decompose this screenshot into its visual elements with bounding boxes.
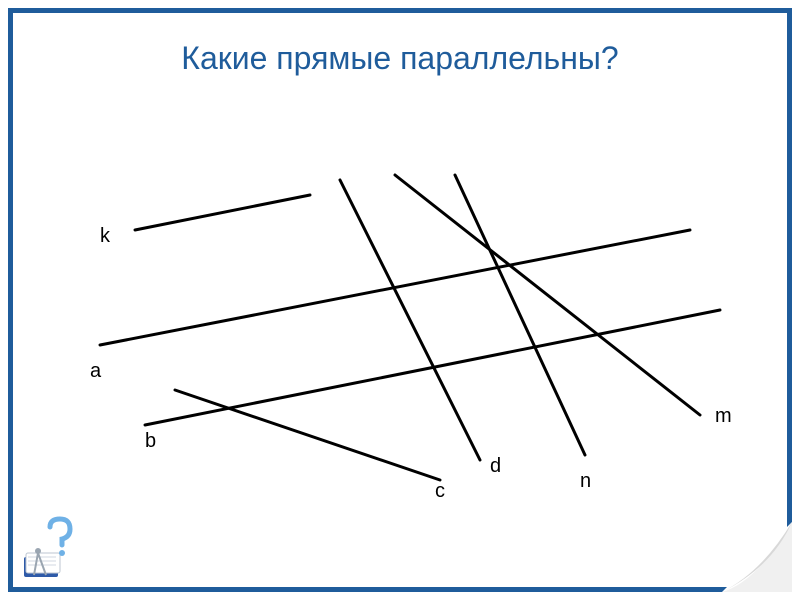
line-d xyxy=(340,180,480,460)
line-c xyxy=(175,390,440,480)
line-n xyxy=(455,175,585,455)
label-c: c xyxy=(435,480,445,503)
label-a: a xyxy=(90,360,101,383)
page-curl-icon xyxy=(722,522,792,592)
lines-diagram xyxy=(0,0,800,600)
question-compass-icon xyxy=(20,515,75,580)
line-k xyxy=(135,195,310,230)
label-k: k xyxy=(100,225,110,248)
label-m: m xyxy=(715,405,732,428)
label-d: d xyxy=(490,455,501,478)
label-b: b xyxy=(145,430,156,453)
label-n: n xyxy=(580,470,591,493)
